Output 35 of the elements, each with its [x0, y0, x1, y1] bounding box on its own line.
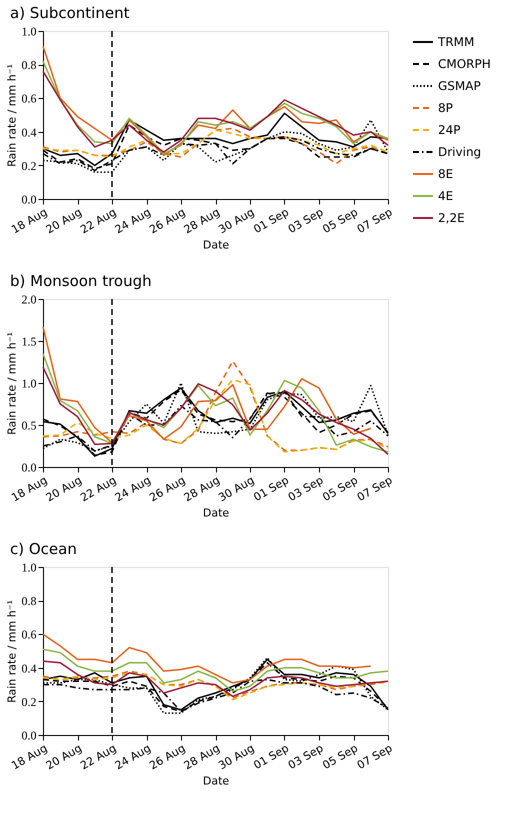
y-tick-label: 0.5	[22, 418, 36, 432]
y-axis-title: Rain rate / mm h⁻¹	[6, 64, 18, 167]
legend-label: 2,2E	[438, 211, 465, 225]
legend-label: GSMAP	[438, 79, 481, 93]
y-tick-label: 1.0	[22, 376, 36, 390]
y-tick-label: 0.6	[22, 628, 36, 642]
y-tick-label: 0.0	[22, 192, 36, 206]
y-tick-label: 0.0	[22, 460, 36, 474]
legend-label: 8E	[438, 167, 454, 181]
legend-label: 8P	[438, 101, 453, 115]
legend-label: TRMM	[437, 35, 474, 49]
y-tick-label: 0.8	[22, 594, 36, 608]
x-axis-title: Date	[202, 238, 230, 252]
y-tick-label: 0.6	[22, 92, 36, 106]
y-axis-title: Rain rate / mm h⁻¹	[6, 600, 18, 703]
y-tick-label: 1.5	[22, 334, 36, 348]
legend-label: 24P	[438, 123, 461, 137]
x-axis-title: Date	[202, 774, 230, 788]
legend-label: CMORPH	[438, 57, 491, 71]
y-tick-label: 0.0	[22, 728, 36, 742]
y-tick-label: 2.0	[22, 292, 36, 306]
y-tick-label: 1.0	[22, 24, 36, 38]
y-tick-label: 1.0	[22, 560, 36, 574]
legend-label: 4E	[438, 189, 454, 203]
y-tick-label: 0.4	[22, 661, 36, 676]
legend-label: Driving	[438, 145, 482, 159]
y-tick-label: 0.8	[22, 58, 36, 72]
chart-title: b) Monsoon trough	[10, 272, 152, 290]
x-axis-title: Date	[202, 506, 230, 520]
y-tick-label: 0.2	[22, 694, 36, 709]
y-axis-title: Rain rate / mm h⁻¹	[6, 332, 18, 435]
y-tick-label: 0.4	[22, 125, 36, 140]
chart-title: a) Subcontinent	[10, 4, 130, 22]
y-tick-label: 0.2	[22, 158, 36, 173]
chart-title: c) Ocean	[10, 540, 77, 558]
